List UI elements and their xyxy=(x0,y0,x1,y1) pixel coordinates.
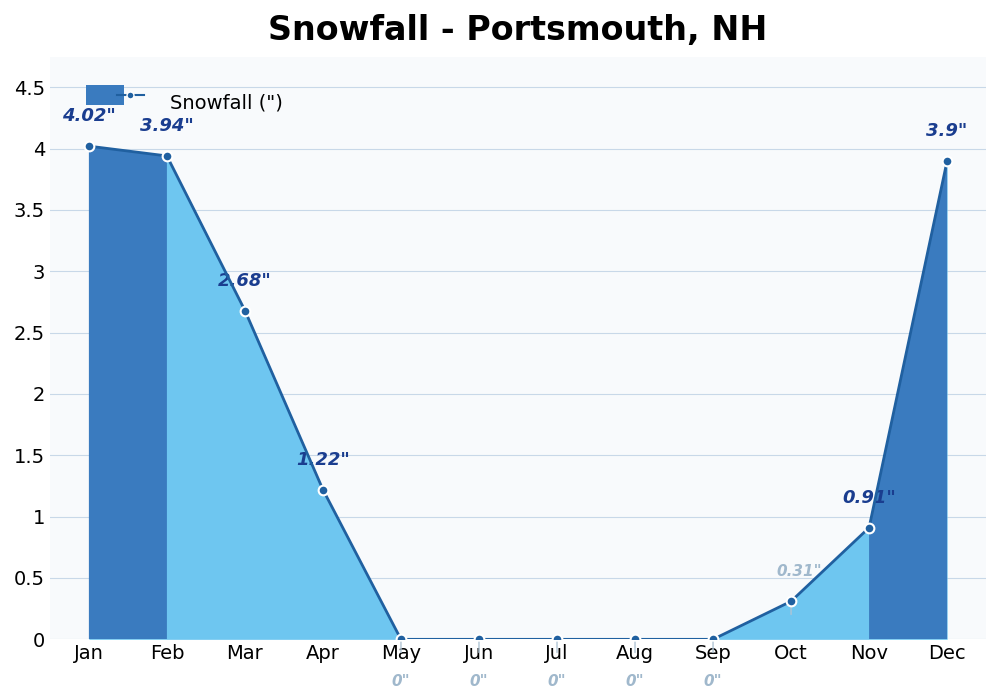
Text: 1.22": 1.22" xyxy=(296,451,350,469)
Text: 3.9": 3.9" xyxy=(926,122,968,140)
Text: 0": 0" xyxy=(704,673,722,689)
Text: 2.68": 2.68" xyxy=(218,272,272,290)
Text: 0": 0" xyxy=(392,673,410,689)
Legend: Snowfall ("): Snowfall (") xyxy=(78,84,290,120)
Title: Snowfall - Portsmouth, NH: Snowfall - Portsmouth, NH xyxy=(268,14,768,47)
Text: 0.91": 0.91" xyxy=(842,489,896,507)
Text: 0": 0" xyxy=(626,673,644,689)
Text: 3.94": 3.94" xyxy=(140,117,194,135)
Polygon shape xyxy=(869,161,947,639)
Text: 0": 0" xyxy=(470,673,488,689)
Text: 0.31": 0.31" xyxy=(776,564,822,579)
Polygon shape xyxy=(89,146,167,639)
Text: 4.02": 4.02" xyxy=(62,107,116,125)
Text: 0": 0" xyxy=(548,673,566,689)
